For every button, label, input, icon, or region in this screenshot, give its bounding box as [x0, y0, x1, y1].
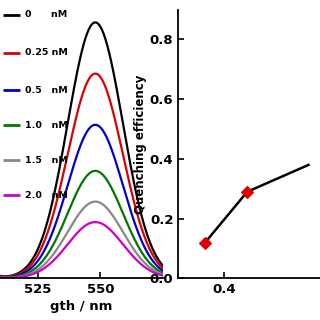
- Text: 0.25 nM: 0.25 nM: [25, 48, 68, 57]
- Y-axis label: Quenching efficiency: Quenching efficiency: [134, 74, 147, 214]
- Point: [245, 189, 250, 194]
- Point: [203, 240, 208, 245]
- Text: b: b: [153, 0, 167, 2]
- X-axis label: gth / nm: gth / nm: [50, 300, 113, 313]
- Text: 0      nM: 0 nM: [25, 11, 67, 20]
- Text: 0.5   nM: 0.5 nM: [25, 86, 68, 95]
- Text: 1.0   nM: 1.0 nM: [25, 121, 68, 130]
- Text: 2.0   nM: 2.0 nM: [25, 191, 68, 200]
- Text: 1.5   nM: 1.5 nM: [25, 156, 68, 164]
